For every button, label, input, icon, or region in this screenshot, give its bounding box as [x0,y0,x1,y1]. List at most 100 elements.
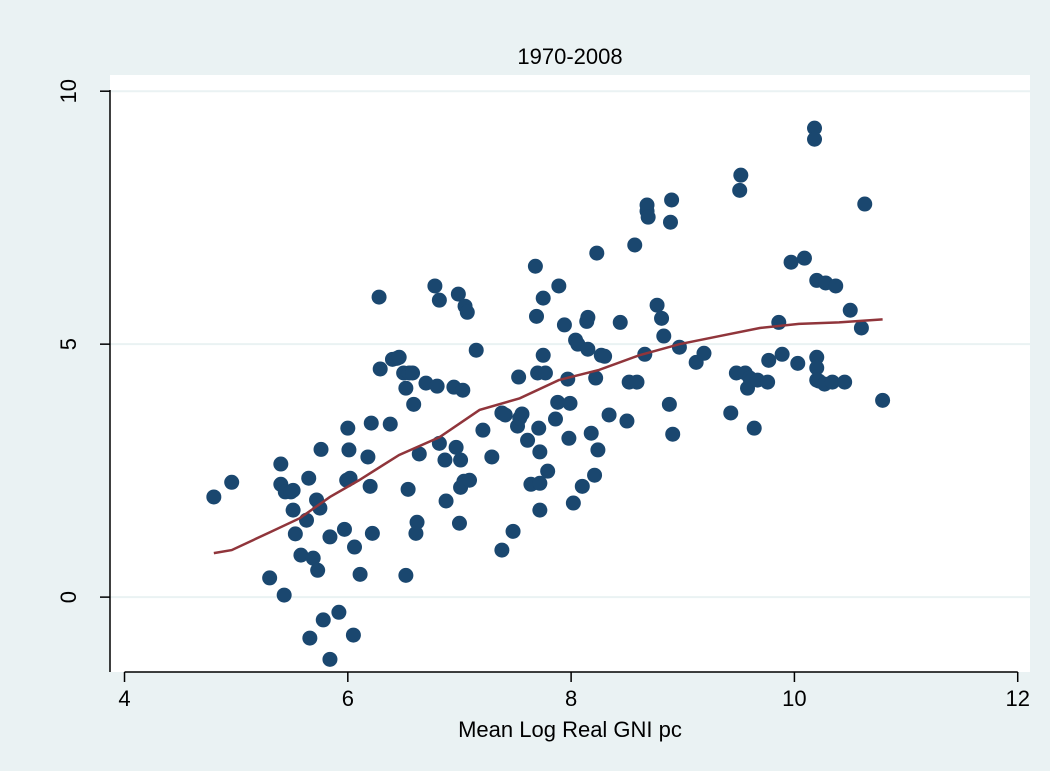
point [665,426,681,442]
point [287,526,303,542]
point [315,612,331,628]
point [588,370,604,386]
point [475,422,491,438]
point [875,392,891,408]
point [341,442,357,458]
point [649,297,665,313]
point [619,413,635,429]
point [662,214,678,230]
point [391,349,407,365]
point [347,539,363,555]
point [532,444,548,460]
point [262,570,278,586]
point [723,405,739,421]
point [484,449,500,465]
point [382,416,398,432]
point [550,394,566,410]
point [531,420,547,436]
point [796,250,812,266]
y-tick-label: 10 [56,79,81,103]
point [654,310,670,326]
point [514,406,530,422]
point [790,355,806,371]
point [301,470,317,486]
point [398,380,414,396]
point [732,182,748,198]
point [696,345,712,361]
point [497,407,513,423]
point [535,290,551,306]
y-tick-label: 0 [56,591,81,603]
point [842,302,858,318]
point [312,500,328,516]
point [494,542,510,558]
chart-title: 1970-2008 [517,44,622,69]
point [408,525,424,541]
point [322,651,338,667]
point [437,452,453,468]
point [305,550,321,566]
point [565,495,581,511]
point [580,309,596,325]
point [627,237,643,253]
point [532,475,548,491]
point [453,452,469,468]
point [313,441,329,457]
point [556,317,572,333]
point [629,374,645,390]
point [450,286,466,302]
point [322,529,338,545]
point [532,502,548,518]
point [761,352,777,368]
point [661,396,677,412]
point [601,407,617,423]
point [224,474,240,490]
point [853,320,869,336]
point [824,374,840,390]
point [561,430,577,446]
point [336,521,352,537]
point [405,365,421,381]
point [505,523,521,539]
point [310,562,326,578]
point [562,395,578,411]
point [363,415,379,431]
point [400,481,416,497]
point [206,489,222,505]
point [340,420,356,436]
point [583,425,599,441]
point [362,478,378,494]
x-tick-label: 6 [342,686,354,711]
point [468,342,484,358]
point [809,349,825,365]
point [540,463,556,479]
point [406,396,422,412]
point [783,254,799,270]
y-tick-label: 5 [56,338,81,350]
point [590,442,606,458]
point [807,120,823,136]
x-tick-label: 4 [118,686,130,711]
point [285,482,301,498]
point [664,192,680,208]
point [656,328,672,344]
point [293,547,309,563]
point [411,446,427,462]
point [527,258,543,274]
point [285,502,301,518]
point [529,308,545,324]
point [537,365,553,381]
point [828,278,844,294]
x-tick-label: 12 [1005,686,1029,711]
point [273,456,289,472]
point [427,278,443,294]
point [398,567,414,583]
point [276,587,292,603]
point [520,432,536,448]
point [345,627,361,643]
point [459,304,475,320]
point [364,525,380,541]
point [857,196,873,212]
point [580,341,596,357]
